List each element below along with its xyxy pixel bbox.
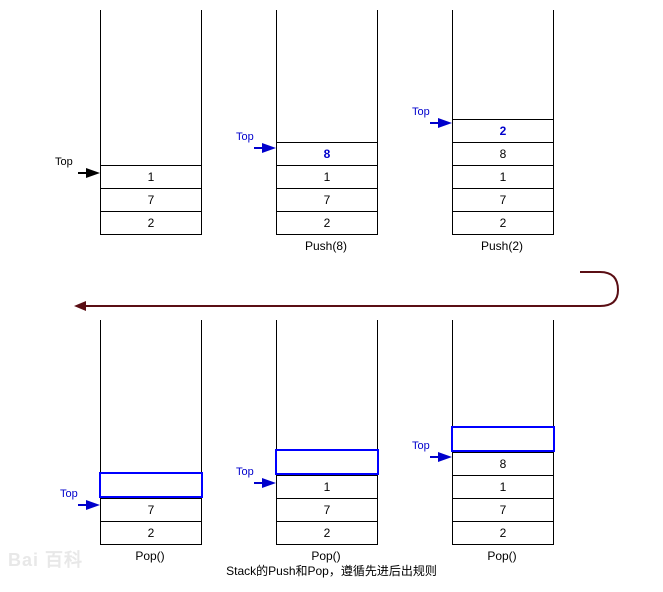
top-pointer-label: Top xyxy=(236,131,254,143)
top-pointer-label: Top xyxy=(55,156,73,168)
top-pointer-label: Top xyxy=(60,488,78,500)
watermark: Bai 百科 xyxy=(8,546,83,572)
bottom-caption: Stack的Push和Pop，遵循先进后出规则 xyxy=(0,562,663,579)
stack-cell: 2 xyxy=(453,119,553,142)
stack-cell: 8 xyxy=(277,142,377,165)
stack-cell: 7 xyxy=(453,498,553,521)
top-pointer-arrow-head xyxy=(438,452,452,462)
stack-cell: 7 xyxy=(453,188,553,211)
stack-cell: 1 xyxy=(101,165,201,188)
stack-cell xyxy=(451,426,555,452)
top-pointer-arrow-head xyxy=(86,168,100,178)
stack-diagram: 8172 xyxy=(452,320,554,545)
stack-cell xyxy=(275,449,379,475)
stack-cell: 1 xyxy=(277,165,377,188)
stack-cell: 2 xyxy=(277,211,377,235)
stack-diagram: 8172 xyxy=(276,10,378,235)
top-pointer-label: Top xyxy=(412,440,430,452)
top-pointer-arrow-head xyxy=(86,500,100,510)
top-pointer-label: Top xyxy=(412,106,430,118)
stack-caption: Push(8) xyxy=(276,239,376,253)
stack-cell: 7 xyxy=(101,188,201,211)
stack-caption: Pop() xyxy=(100,549,200,563)
stack-cell: 2 xyxy=(277,521,377,545)
top-pointer-arrow-head xyxy=(438,118,452,128)
stack-cell xyxy=(99,472,203,498)
stack-diagram: 172 xyxy=(100,10,202,235)
stack-cell: 2 xyxy=(453,211,553,235)
top-pointer-arrow-head xyxy=(262,478,276,488)
stack-cell: 1 xyxy=(453,165,553,188)
stack-cell: 7 xyxy=(277,188,377,211)
stack-cell: 1 xyxy=(453,475,553,498)
stack-cell: 2 xyxy=(101,521,201,545)
top-pointer-arrow-head xyxy=(262,143,276,153)
stack-cell: 2 xyxy=(453,521,553,545)
stack-caption: Push(2) xyxy=(452,239,552,253)
stack-cell: 1 xyxy=(277,475,377,498)
top-pointer-label: Top xyxy=(236,466,254,478)
stack-diagram: 72 xyxy=(100,320,202,545)
stack-cell: 2 xyxy=(101,211,201,235)
stack-caption: Pop() xyxy=(276,549,376,563)
stack-cell: 8 xyxy=(453,142,553,165)
stack-diagram: 172 xyxy=(276,320,378,545)
stack-caption: Pop() xyxy=(452,549,552,563)
stack-diagram: 28172 xyxy=(452,10,554,235)
stack-cell: 7 xyxy=(277,498,377,521)
stack-cell: 7 xyxy=(101,498,201,521)
stack-cell: 8 xyxy=(453,452,553,475)
